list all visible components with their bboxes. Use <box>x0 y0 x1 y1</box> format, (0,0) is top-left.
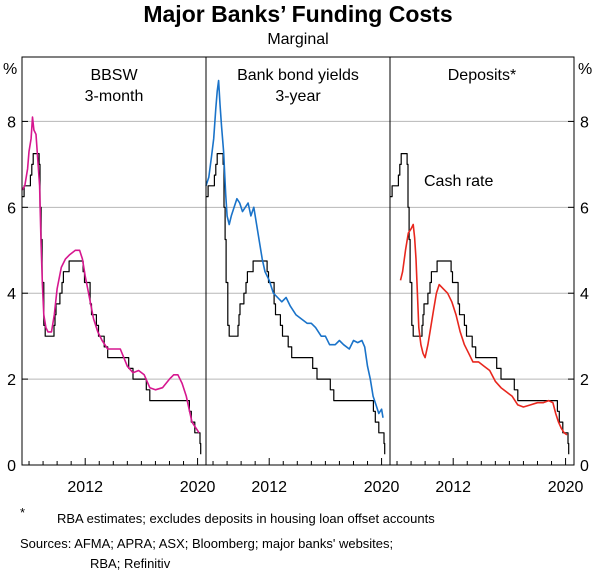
plot-frame <box>21 56 575 466</box>
y-unit-left: % <box>3 61 17 78</box>
panel-titles: BBSW 3-month Bank bond yields 3-year Deposit… <box>85 67 517 105</box>
series-line-bond <box>205 79 384 418</box>
panel-subtitle: 3-year <box>275 88 321 105</box>
axis-labels: 0 0 2 2 4 4 6 6 8 8% % 2012 2020 2012 2020 2012 2020 Cash… <box>3 61 592 496</box>
series-line-bbsw <box>21 116 200 434</box>
y-tick-label-right: 2 <box>580 372 589 389</box>
panel-title: Deposits* <box>448 67 516 84</box>
sources-line-2: RBA; Refinitiv <box>90 556 171 571</box>
y-tick-label-right: 8 <box>580 114 589 131</box>
series-line-cash <box>22 153 202 455</box>
y-tick-label-right: 0 <box>580 458 589 475</box>
axis-ticks <box>22 120 574 466</box>
y-unit-right: % <box>578 61 592 78</box>
y-tick-label-left: 8 <box>7 114 16 131</box>
series-line-cash <box>206 153 386 455</box>
y-tick-label-left: 0 <box>7 458 16 475</box>
panel-title: BBSW <box>90 67 138 84</box>
y-tick-label-right: 4 <box>580 286 589 303</box>
y-tick-label-right: 6 <box>580 200 589 217</box>
x-tick-label: 2020 <box>180 479 216 496</box>
cash-rate-label: Cash rate <box>424 173 493 190</box>
chart-title: Major Banks’ Funding Costs <box>143 1 453 27</box>
x-tick-label: 2020 <box>364 479 400 496</box>
x-tick-label: 2012 <box>435 479 471 496</box>
footnote-text: RBA estimates; excludes deposits in hous… <box>57 511 435 526</box>
footnote-marker: * <box>20 505 26 520</box>
y-tick-label-left: 6 <box>7 200 16 217</box>
x-tick-label: 2020 <box>548 479 584 496</box>
panel-subtitle: 3-month <box>85 88 144 105</box>
y-tick-label-left: 2 <box>7 372 16 389</box>
chart-subtitle: Marginal <box>267 31 329 48</box>
gridlines <box>22 120 574 380</box>
sources-line-1: Sources: AFMA; APRA; ASX; Bloomberg; maj… <box>20 536 394 551</box>
series-line-cash <box>390 153 570 455</box>
series-line-deposits <box>399 223 568 436</box>
x-tick-label: 2012 <box>251 479 287 496</box>
y-tick-label-left: 4 <box>7 286 16 303</box>
panel-title: Bank bond yields <box>237 67 359 84</box>
x-tick-label: 2012 <box>67 479 103 496</box>
series-lines <box>21 79 570 455</box>
